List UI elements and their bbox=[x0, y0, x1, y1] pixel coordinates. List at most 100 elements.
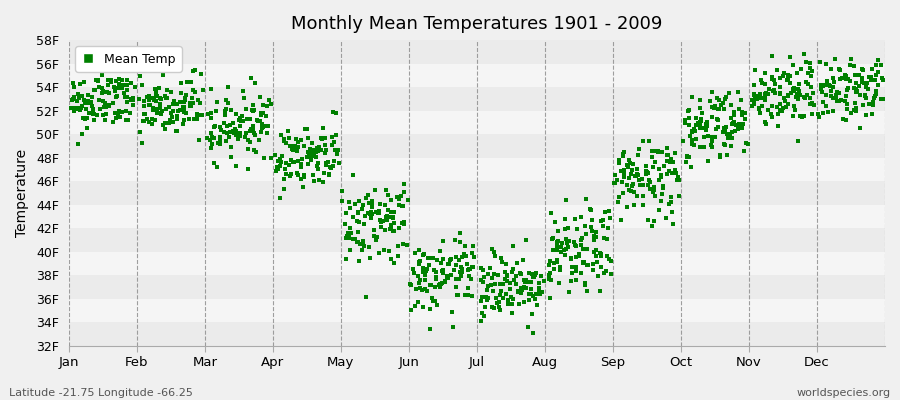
Point bbox=[826, 107, 841, 114]
Point bbox=[86, 108, 100, 114]
Point bbox=[448, 284, 463, 290]
Point bbox=[769, 81, 783, 87]
Point bbox=[839, 73, 853, 80]
Point bbox=[256, 102, 270, 108]
Point bbox=[814, 58, 828, 65]
Point bbox=[559, 197, 573, 204]
Point bbox=[81, 92, 95, 98]
Point bbox=[166, 101, 180, 107]
Point bbox=[791, 86, 806, 92]
Point bbox=[849, 89, 863, 95]
Point bbox=[283, 172, 297, 179]
Point bbox=[765, 52, 779, 59]
Point bbox=[294, 176, 309, 183]
Point bbox=[764, 102, 778, 109]
Point bbox=[685, 129, 699, 135]
Point bbox=[631, 152, 645, 158]
Point bbox=[413, 285, 428, 291]
Point bbox=[326, 109, 340, 116]
Point bbox=[137, 103, 151, 110]
Point bbox=[844, 56, 859, 62]
Point bbox=[524, 286, 538, 292]
Point bbox=[141, 119, 156, 125]
Point bbox=[438, 278, 453, 285]
Point bbox=[578, 223, 592, 230]
Point bbox=[330, 150, 345, 157]
Bar bbox=[68, 40, 885, 64]
Point bbox=[278, 166, 293, 172]
Point bbox=[710, 95, 724, 102]
Point bbox=[542, 276, 556, 282]
Point bbox=[449, 276, 464, 282]
Point bbox=[663, 156, 678, 162]
Point bbox=[120, 99, 134, 106]
Point bbox=[711, 124, 725, 130]
Point bbox=[638, 168, 652, 174]
Point bbox=[392, 201, 406, 208]
Point bbox=[80, 115, 94, 121]
Point bbox=[212, 134, 227, 140]
Point bbox=[598, 270, 612, 276]
Point bbox=[462, 266, 476, 272]
Point bbox=[232, 133, 247, 140]
Point bbox=[801, 70, 815, 77]
Point bbox=[124, 80, 139, 87]
Point bbox=[473, 277, 488, 284]
Point bbox=[594, 264, 608, 270]
Point bbox=[321, 159, 336, 166]
Point bbox=[554, 240, 569, 246]
Point bbox=[829, 92, 843, 98]
Point bbox=[180, 78, 194, 85]
Point bbox=[851, 82, 866, 89]
Point bbox=[367, 233, 382, 239]
Point bbox=[518, 277, 533, 283]
Point bbox=[765, 76, 779, 82]
Point bbox=[276, 186, 291, 192]
Point bbox=[377, 202, 392, 209]
Point bbox=[589, 234, 603, 241]
Point bbox=[276, 138, 291, 144]
Point bbox=[780, 93, 795, 100]
Point bbox=[332, 160, 347, 166]
Point bbox=[86, 106, 100, 112]
Point bbox=[735, 112, 750, 118]
Point bbox=[302, 146, 317, 152]
Point bbox=[418, 272, 432, 278]
Point bbox=[104, 77, 119, 84]
Point bbox=[620, 164, 634, 170]
Point bbox=[644, 222, 659, 229]
Point bbox=[596, 216, 610, 223]
Point bbox=[421, 255, 436, 262]
Point bbox=[796, 50, 811, 57]
Point bbox=[70, 98, 85, 104]
Point bbox=[586, 261, 600, 267]
Point bbox=[314, 135, 328, 142]
Point bbox=[245, 107, 259, 114]
Point bbox=[626, 189, 641, 195]
Point bbox=[386, 209, 400, 216]
Point bbox=[140, 116, 155, 122]
Point bbox=[655, 191, 670, 197]
Point bbox=[454, 273, 468, 280]
Point bbox=[126, 94, 140, 101]
Point bbox=[100, 89, 114, 96]
Point bbox=[491, 300, 505, 306]
Point bbox=[271, 157, 285, 164]
Point bbox=[219, 106, 233, 112]
Point bbox=[408, 303, 422, 309]
Point bbox=[210, 99, 224, 105]
Point bbox=[819, 92, 833, 98]
Point bbox=[381, 192, 395, 198]
Point bbox=[712, 106, 726, 112]
Point bbox=[444, 256, 458, 262]
Point bbox=[179, 110, 194, 116]
Point bbox=[717, 141, 732, 148]
Point bbox=[559, 236, 573, 242]
Point bbox=[173, 99, 187, 106]
Point bbox=[134, 82, 148, 88]
Point bbox=[506, 266, 520, 273]
Point bbox=[568, 242, 582, 248]
Point bbox=[874, 96, 888, 102]
Point bbox=[384, 256, 399, 262]
Point bbox=[832, 66, 846, 72]
